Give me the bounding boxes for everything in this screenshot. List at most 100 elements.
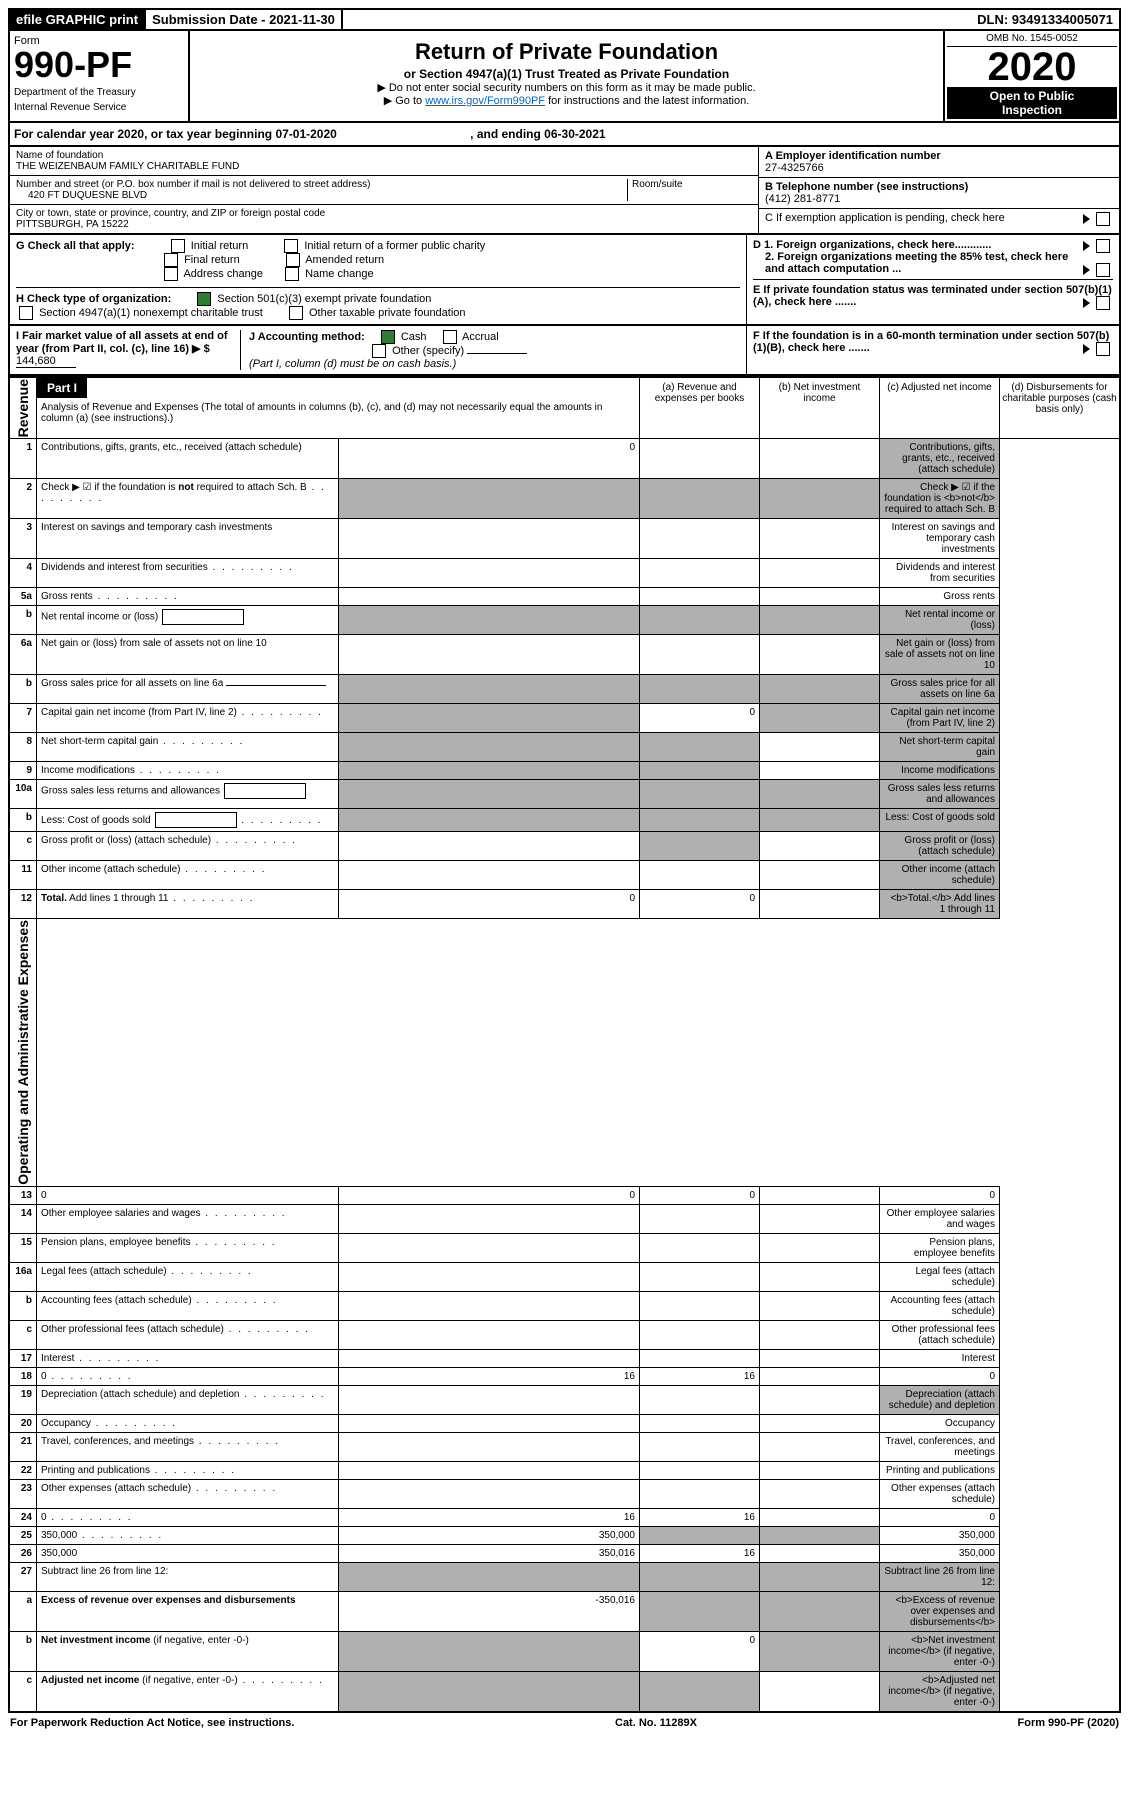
line-desc: Less: Cost of goods sold	[37, 809, 339, 832]
table-row: 6aNet gain or (loss) from sale of assets…	[9, 635, 1120, 675]
cell-d: Contributions, gifts, grants, etc., rece…	[880, 439, 1000, 479]
cell-d: <b>Adjusted net income</b> (if negative,…	[880, 1672, 1000, 1713]
line-number: 14	[9, 1205, 37, 1234]
cell-b	[640, 733, 760, 762]
line-number: 12	[9, 890, 37, 919]
line-number: 25	[9, 1527, 37, 1545]
initial-former-checkbox[interactable]	[284, 239, 298, 253]
line-desc: Income modifications	[37, 762, 339, 780]
cash-checkbox[interactable]	[381, 330, 395, 344]
page-footer: For Paperwork Reduction Act Notice, see …	[8, 1713, 1121, 1733]
name-change-checkbox[interactable]	[285, 267, 299, 281]
f-checkbox[interactable]	[1096, 342, 1110, 356]
warn-suffix: for instructions and the latest informat…	[548, 95, 749, 107]
cell-c	[760, 1672, 880, 1713]
cell-d: Interest on savings and temporary cash i…	[880, 519, 1000, 559]
table-row: 10aGross sales less returns and allowanc…	[9, 780, 1120, 809]
part1-badge: Part I	[37, 378, 87, 398]
cell-d: Printing and publications	[880, 1462, 1000, 1480]
final-return-checkbox[interactable]	[164, 253, 178, 267]
c-checkbox[interactable]	[1096, 212, 1110, 226]
cell-a: 0	[338, 1187, 640, 1205]
cell-d: 0	[880, 1509, 1000, 1527]
line-desc: Capital gain net income (from Part IV, l…	[37, 704, 339, 733]
table-row: 9Income modificationsIncome modification…	[9, 762, 1120, 780]
table-row: 8Net short-term capital gainNet short-te…	[9, 733, 1120, 762]
form-instructions-link[interactable]: www.irs.gov/Form990PF	[425, 95, 545, 107]
cell-a	[338, 1563, 640, 1592]
cell-c	[760, 890, 880, 919]
cell-d: Dividends and interest from securities	[880, 559, 1000, 588]
tax-year: 2020	[947, 47, 1117, 87]
cell-c	[760, 1292, 880, 1321]
cell-a: 16	[338, 1509, 640, 1527]
fmv-value: 144,680	[16, 355, 76, 368]
cell-b	[640, 1234, 760, 1263]
warn-link-row: ▶ Go to www.irs.gov/Form990PF for instru…	[196, 94, 937, 107]
dln: DLN: 93491334005071	[971, 10, 1119, 29]
line-desc: 0	[37, 1509, 339, 1527]
cell-b: 0	[640, 890, 760, 919]
501c3-checkbox[interactable]	[197, 292, 211, 306]
other-taxable-checkbox[interactable]	[289, 306, 303, 320]
line-desc: Subtract line 26 from line 12:	[37, 1563, 339, 1592]
cell-b	[640, 861, 760, 890]
cell-d: Net gain or (loss) from sale of assets n…	[880, 635, 1000, 675]
cell-c	[760, 1545, 880, 1563]
foundation-name: THE WEIZENBAUM FAMILY CHARITABLE FUND	[16, 161, 752, 172]
d1-checkbox[interactable]	[1096, 239, 1110, 253]
city-state-zip: PITTSBURGH, PA 15222	[16, 219, 752, 230]
g-label: G Check all that apply:	[16, 240, 135, 252]
cell-b	[640, 519, 760, 559]
table-row: bGross sales price for all assets on lin…	[9, 675, 1120, 704]
table-row: aExcess of revenue over expenses and dis…	[9, 1592, 1120, 1632]
line-desc: 350,000	[37, 1527, 339, 1545]
d2-checkbox[interactable]	[1096, 263, 1110, 277]
cell-a	[338, 1386, 640, 1415]
e-checkbox[interactable]	[1096, 296, 1110, 310]
revenue-side-label: Revenue	[15, 379, 31, 437]
cell-b	[640, 1433, 760, 1462]
cell-d: Check ▶ ☑ if the foundation is <b>not</b…	[880, 479, 1000, 519]
cell-d: Less: Cost of goods sold	[880, 809, 1000, 832]
line-number: b	[9, 1292, 37, 1321]
cell-a	[338, 1234, 640, 1263]
line-number: 1	[9, 439, 37, 479]
irs: Internal Revenue Service	[14, 102, 184, 113]
cell-c	[760, 1368, 880, 1386]
cell-a: 350,000	[338, 1527, 640, 1545]
line-number: 10a	[9, 780, 37, 809]
cat-number: Cat. No. 11289X	[615, 1717, 697, 1729]
form-header: Form 990-PF Department of the Treasury I…	[8, 31, 1121, 123]
line-number: c	[9, 1321, 37, 1350]
part1-table: Revenue Part I Analysis of Revenue and E…	[8, 376, 1121, 1713]
phone-label: B Telephone number (see instructions)	[765, 181, 968, 193]
other-method-checkbox[interactable]	[372, 344, 386, 358]
cell-c	[760, 780, 880, 809]
line-number: 19	[9, 1386, 37, 1415]
line-desc: 350,000	[37, 1545, 339, 1563]
expenses-side-label: Operating and Administrative Expenses	[15, 920, 31, 1185]
efile-label: efile GRAPHIC print	[10, 10, 146, 29]
initial-return-checkbox[interactable]	[171, 239, 185, 253]
col-c-header: (c) Adjusted net income	[880, 377, 1000, 439]
line-desc: Excess of revenue over expenses and disb…	[37, 1592, 339, 1632]
line-number: b	[9, 809, 37, 832]
address-change-checkbox[interactable]	[164, 267, 178, 281]
line-desc: Interest	[37, 1350, 339, 1368]
cell-b	[640, 1321, 760, 1350]
4947-checkbox[interactable]	[19, 306, 33, 320]
cell-d: 0	[880, 1187, 1000, 1205]
cell-b	[640, 780, 760, 809]
table-row: c Other professional fees (attach schedul…	[9, 1321, 1120, 1350]
line-number: 27	[9, 1563, 37, 1592]
accrual-checkbox[interactable]	[443, 330, 457, 344]
cell-d: Other professional fees (attach schedule…	[880, 1321, 1000, 1350]
cell-d: Gross rents	[880, 588, 1000, 606]
cell-a	[338, 588, 640, 606]
line-number: 2	[9, 479, 37, 519]
table-row: 22Printing and publicationsPrinting and …	[9, 1462, 1120, 1480]
amended-checkbox[interactable]	[286, 253, 300, 267]
table-row: 21Travel, conferences, and meetingsTrave…	[9, 1433, 1120, 1462]
table-row: cGross profit or (loss) (attach schedule…	[9, 832, 1120, 861]
